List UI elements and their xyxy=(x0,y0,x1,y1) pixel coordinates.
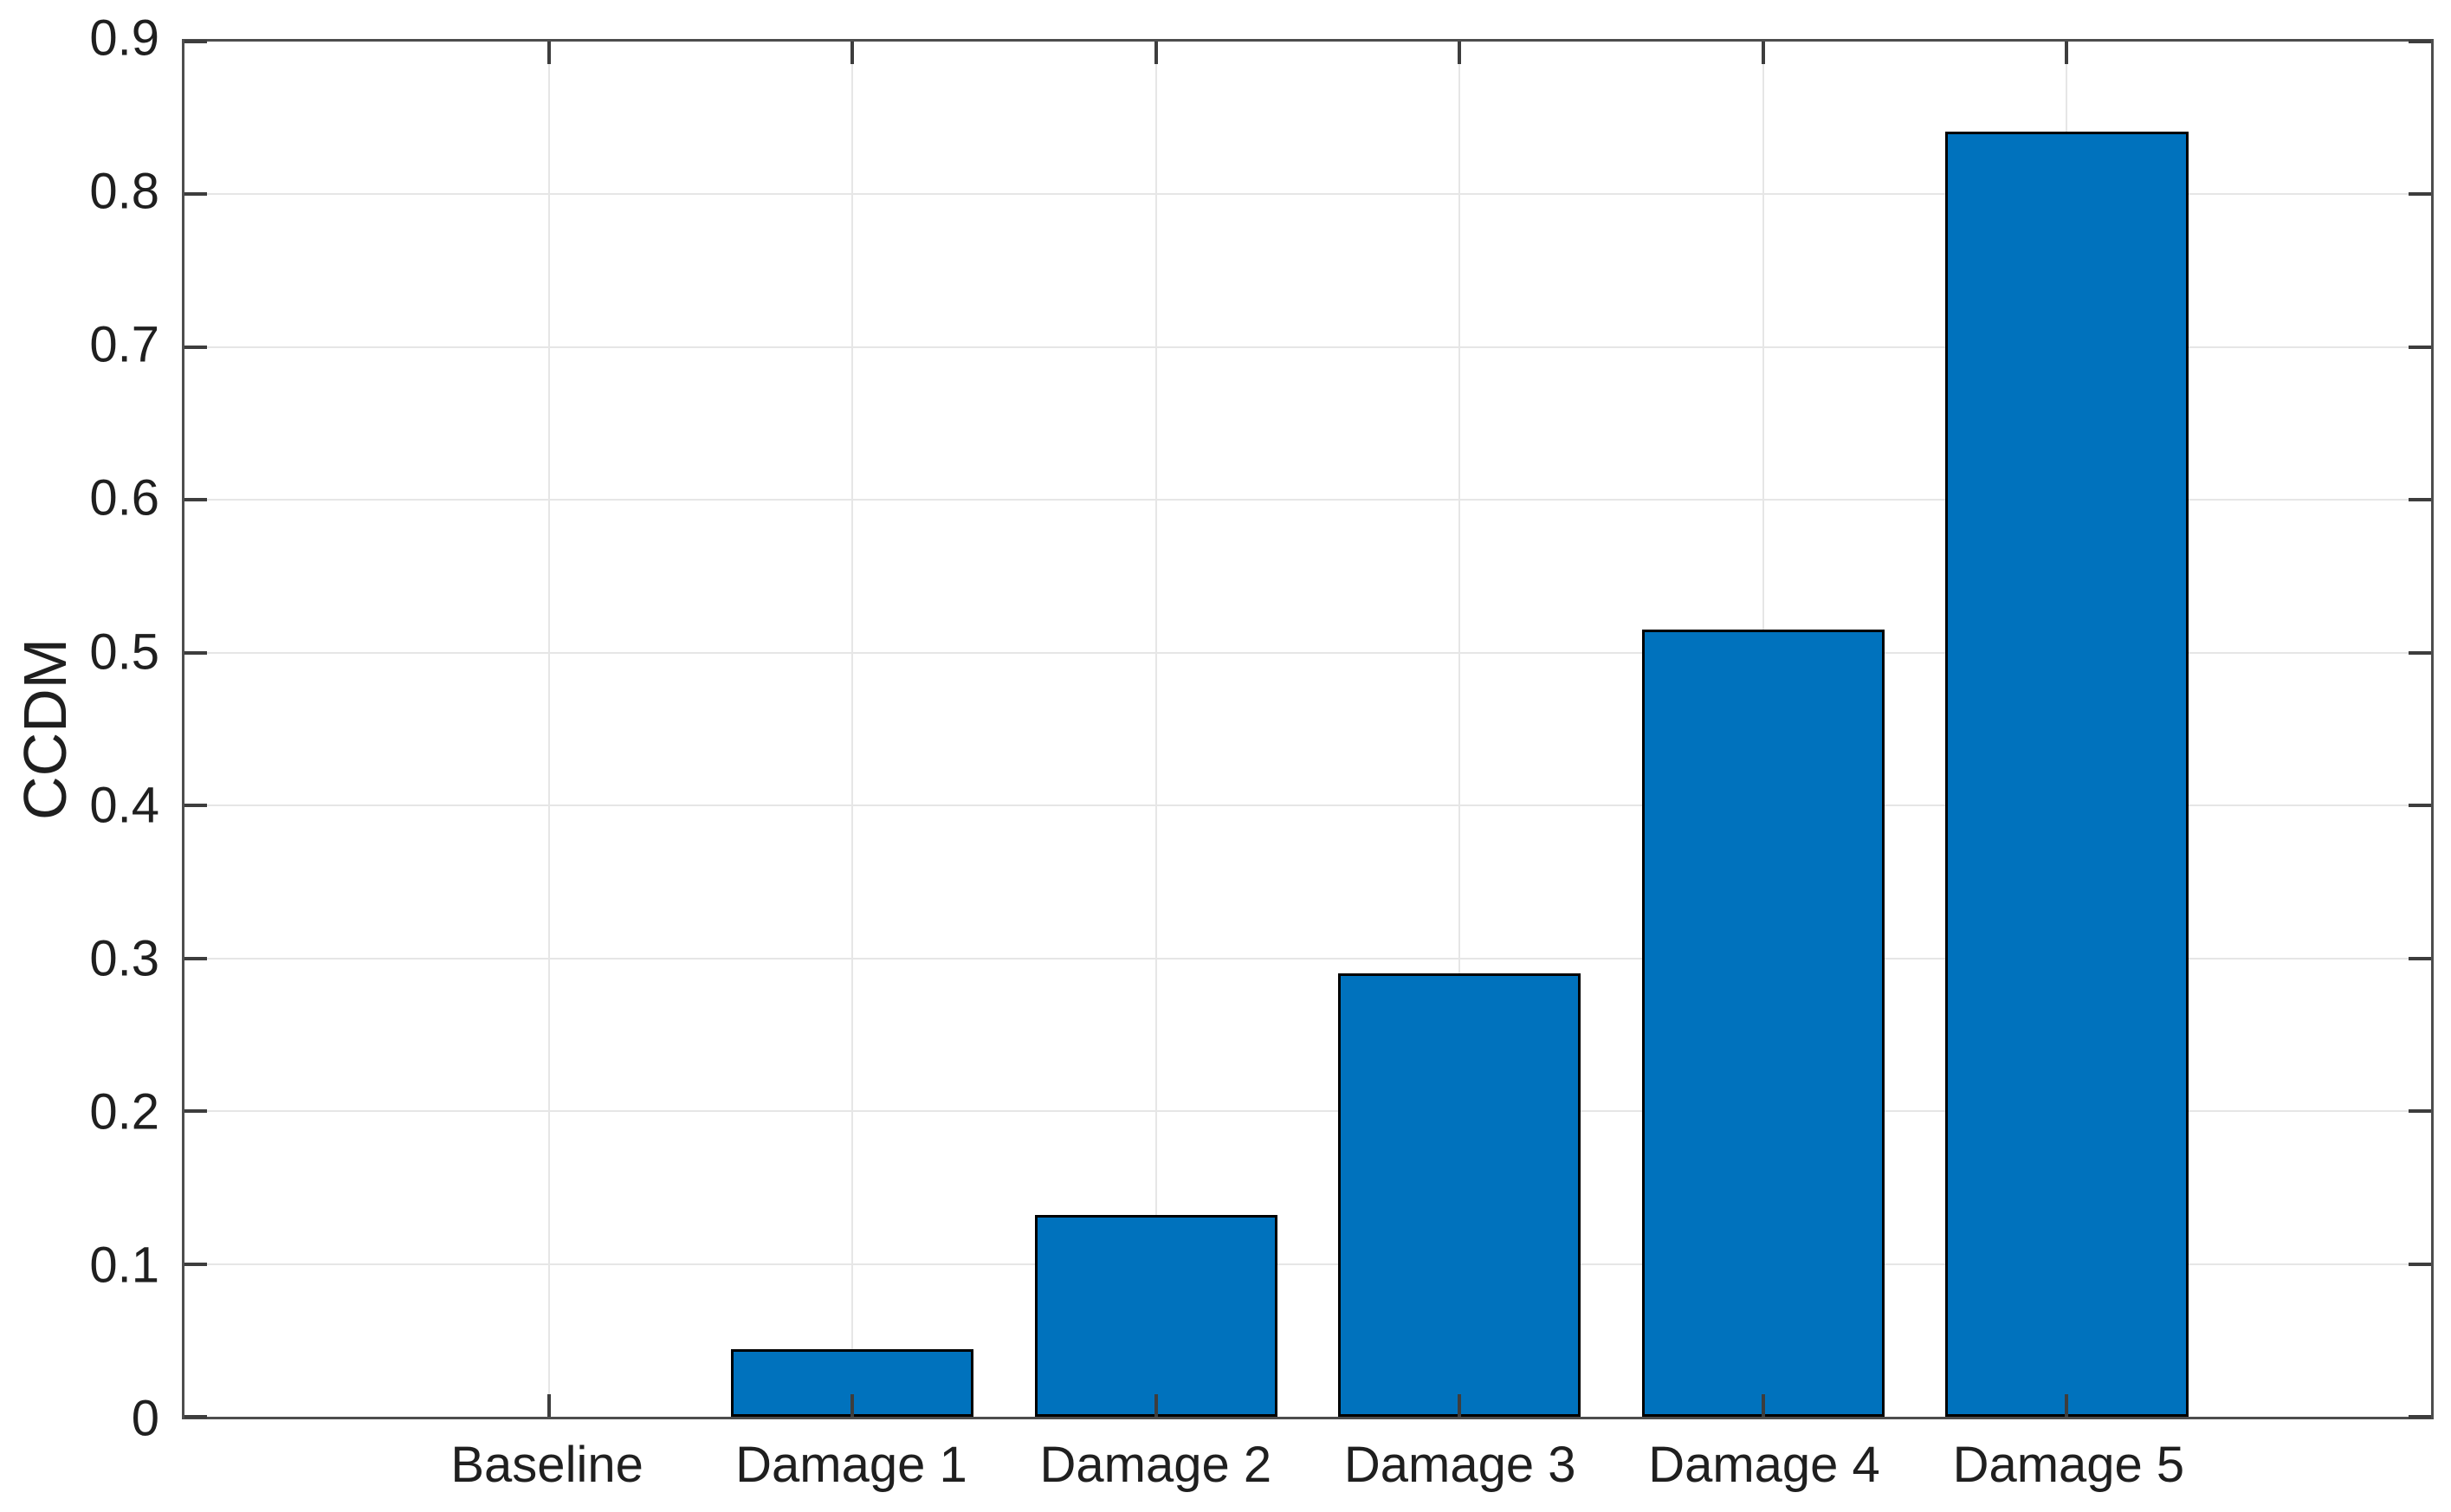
ticks-layer xyxy=(184,40,2431,1418)
h-gridline xyxy=(184,346,2431,348)
x-tick-bottom xyxy=(546,1394,551,1417)
x-axis-labels: Baseline Damage 1 Damage 2 Damage 3 Damage 4… xyxy=(182,1434,2434,1512)
h-gridline xyxy=(184,1110,2431,1113)
y-tick-right xyxy=(2409,345,2431,349)
v-gridline xyxy=(547,42,550,1417)
x-tick-top xyxy=(546,42,551,64)
h-gridline xyxy=(184,1263,2431,1265)
x-tick-top xyxy=(850,42,855,64)
y-tick-left xyxy=(184,192,207,197)
y-tick-left xyxy=(184,1415,207,1418)
x-tick-bottom xyxy=(1458,1394,1462,1417)
x-tick-label: Damage 4 xyxy=(1648,1437,1880,1493)
h-gridline xyxy=(184,499,2431,501)
h-gridline xyxy=(184,193,2431,196)
x-tick-bottom xyxy=(850,1394,855,1417)
y-tick-label: 0.6 xyxy=(89,469,159,527)
h-gridline xyxy=(184,804,2431,807)
y-tick-label: 0.7 xyxy=(89,316,159,373)
y-tick-label: 0 xyxy=(131,1390,159,1447)
y-tick-label: 0.4 xyxy=(89,777,159,834)
y-tick-label: 0.1 xyxy=(89,1237,159,1294)
bars-layer xyxy=(184,42,2431,1417)
v-gridline xyxy=(1154,42,1157,1417)
v-gridline xyxy=(851,42,854,1417)
x-tick-bottom xyxy=(1761,1394,1765,1417)
y-axis-labels: 0 0.1 0.2 0.3 0.4 0.5 0.6 0.7 0.8 0.9 xyxy=(0,12,159,1445)
x-tick-label: Damage 3 xyxy=(1343,1437,1576,1493)
y-tick-right xyxy=(2409,40,2431,43)
x-tick-label: Damage 1 xyxy=(735,1437,967,1493)
bar-damage-3 xyxy=(1338,973,1581,1417)
v-gridline xyxy=(1458,42,1461,1417)
y-tick-right xyxy=(2409,1415,2431,1418)
x-tick-bottom xyxy=(2065,1394,2069,1417)
x-tick-label: Baseline xyxy=(450,1437,643,1493)
y-tick-right xyxy=(2409,650,2431,655)
y-tick-right xyxy=(2409,804,2431,808)
x-tick-top xyxy=(1458,42,1462,64)
y-tick-left xyxy=(184,345,207,349)
x-tick-bottom xyxy=(1154,1394,1158,1417)
x-tick-top xyxy=(1154,42,1158,64)
y-tick-left xyxy=(184,498,207,502)
x-tick-label: Damage 5 xyxy=(1952,1437,2185,1493)
y-tick-label: 0.2 xyxy=(89,1083,159,1140)
y-tick-right xyxy=(2409,956,2431,960)
bar-damage-5 xyxy=(1945,132,2189,1417)
y-tick-label: 0.9 xyxy=(89,10,159,67)
y-tick-left xyxy=(184,650,207,655)
y-tick-right xyxy=(2409,498,2431,502)
plot-area xyxy=(182,39,2434,1419)
x-tick-top xyxy=(1761,42,1765,64)
y-tick-right xyxy=(2409,192,2431,197)
y-tick-left xyxy=(184,1262,207,1266)
h-gridline xyxy=(184,651,2431,654)
y-tick-left xyxy=(184,956,207,960)
y-tick-right xyxy=(2409,1262,2431,1266)
y-tick-right xyxy=(2409,1109,2431,1114)
y-tick-left xyxy=(184,804,207,808)
y-tick-left xyxy=(184,1109,207,1114)
y-tick-label: 0.5 xyxy=(89,624,159,681)
y-tick-label: 0.3 xyxy=(89,930,159,987)
x-tick-top xyxy=(2065,42,2069,64)
h-gridline xyxy=(184,957,2431,960)
x-tick-label: Damage 2 xyxy=(1039,1437,1272,1493)
y-tick-left xyxy=(184,40,207,43)
bar-damage-4 xyxy=(1641,630,1885,1417)
y-tick-label: 0.8 xyxy=(89,163,159,220)
